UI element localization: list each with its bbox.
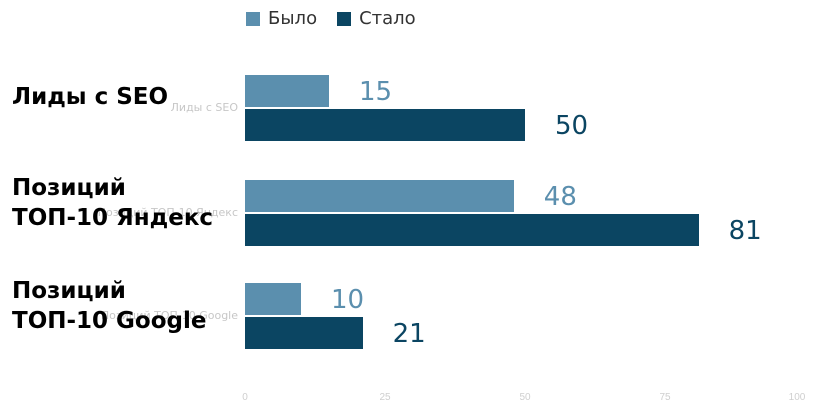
data-label: 21 — [392, 319, 426, 349]
axis-ghost-label: Лиды с SEO — [170, 101, 238, 114]
x-tick-label: 50 — [519, 392, 531, 403]
legend-swatch-before — [246, 11, 260, 26]
category-label: Лиды с SEO — [12, 84, 169, 110]
x-tick-label: 100 — [788, 392, 806, 403]
legend-label-after: Стало — [359, 8, 416, 29]
category-label: Позиций ТОП-10 Яндекс — [12, 175, 214, 231]
bar — [245, 109, 525, 141]
data-label: 15 — [359, 77, 393, 107]
x-tick-label: 75 — [659, 392, 671, 403]
bar — [245, 317, 363, 349]
data-label: 48 — [543, 182, 577, 212]
data-label: 10 — [331, 285, 365, 315]
bar — [245, 75, 329, 107]
data-label: 50 — [555, 111, 589, 141]
bar — [245, 180, 514, 212]
legend-item-after: Стало — [337, 8, 416, 29]
legend-item-before: Было — [246, 8, 317, 29]
axis-ghost-label: Позиций ТОП-10 Google — [100, 309, 238, 322]
legend: Было Стало — [246, 8, 436, 29]
bar — [245, 214, 699, 246]
x-tick-label: 25 — [379, 392, 391, 403]
data-label: 81 — [728, 216, 762, 246]
legend-label-before: Было — [268, 8, 318, 29]
bar — [245, 283, 301, 315]
x-tick-label: 0 — [242, 392, 248, 403]
legend-swatch-after — [337, 11, 352, 26]
axis-ghost-label: Позиций ТОП-10 Яндекс — [97, 206, 238, 219]
category-label: Позиций ТОП-10 Google — [12, 278, 207, 334]
